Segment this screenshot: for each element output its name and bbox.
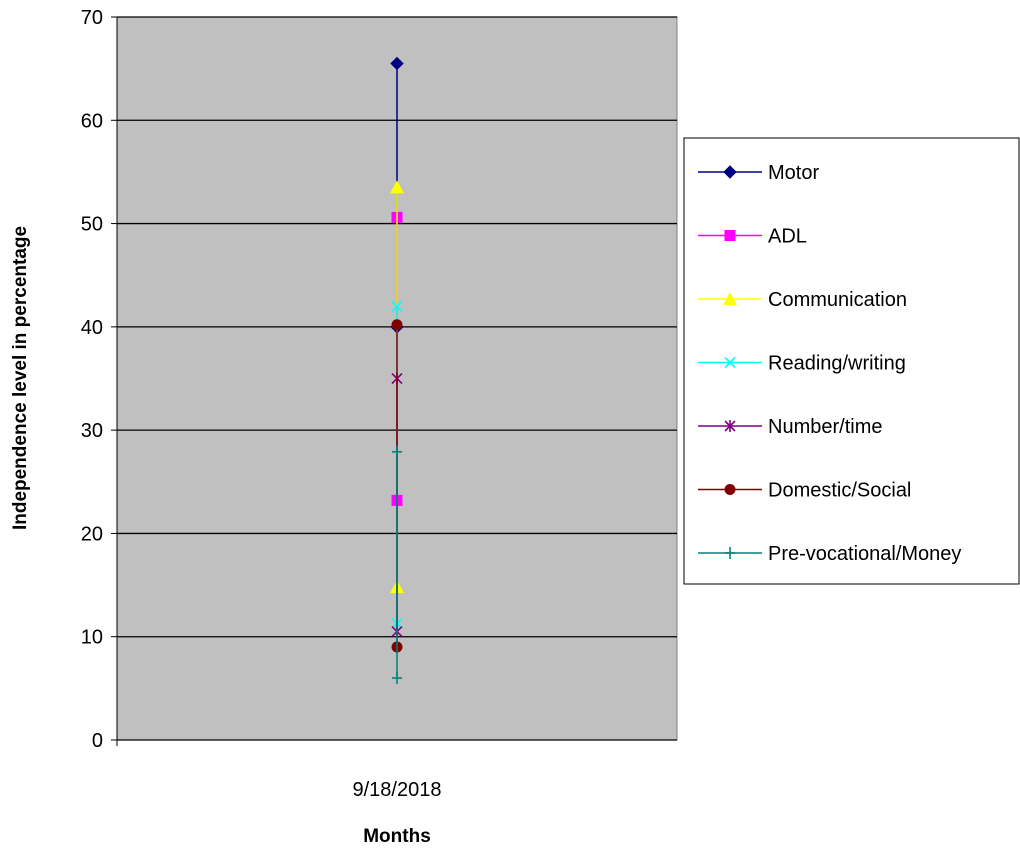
legend-item-pre-vocational-money: Pre-vocational/Money bbox=[698, 543, 961, 565]
legend-item-reading-writing: Reading/writing bbox=[698, 353, 906, 375]
x-tick-label: 9/18/2018 bbox=[353, 779, 442, 801]
data-point bbox=[391, 300, 403, 312]
data-point bbox=[391, 319, 403, 331]
legend-item-motor: Motor bbox=[698, 162, 819, 184]
legend-label: Motor bbox=[768, 162, 819, 184]
legend-item-number-time: Number/time bbox=[698, 416, 882, 438]
data-point bbox=[392, 445, 402, 458]
legend-marker bbox=[724, 356, 736, 369]
legend-box bbox=[683, 137, 1020, 585]
legend: Motor ADL Communication Reading/writing Numb… bbox=[698, 162, 961, 565]
data-point bbox=[390, 180, 404, 194]
legend-marker bbox=[723, 165, 737, 179]
legend-item-adl: ADL bbox=[698, 226, 807, 248]
legend-label: Domestic/Social bbox=[768, 480, 911, 502]
legend-marker bbox=[725, 547, 735, 559]
legend-label: Number/time bbox=[768, 416, 882, 438]
legend-item-domestic-social: Domestic/Social bbox=[698, 480, 911, 502]
y-tick-label: 20 bbox=[81, 523, 103, 545]
legend-label: Reading/writing bbox=[768, 353, 906, 375]
y-tick-label: 70 bbox=[81, 7, 103, 29]
y-tick-label: 0 bbox=[92, 730, 103, 752]
y-tick-label: 60 bbox=[81, 110, 103, 132]
data-point bbox=[392, 672, 402, 685]
axes: 0 10 20 30 40 50 60 70 9/18/2018 bbox=[81, 7, 677, 801]
legend-marker bbox=[724, 230, 736, 241]
legend-item-communication: Communication bbox=[698, 289, 907, 311]
legend-label: Communication bbox=[768, 289, 907, 311]
legend-marker bbox=[724, 420, 736, 432]
y-tick-label: 50 bbox=[81, 214, 103, 236]
legend-marker bbox=[723, 292, 737, 305]
legend-label: ADL bbox=[768, 226, 807, 248]
y-axis-label: Independence level in percentage bbox=[10, 226, 31, 530]
y-tick-label: 30 bbox=[81, 420, 103, 442]
series-pre-vocational-money bbox=[392, 445, 402, 685]
x-axis-label: Months bbox=[363, 826, 431, 847]
data-point bbox=[390, 56, 404, 71]
y-tick-label: 40 bbox=[81, 317, 103, 339]
y-tick-label: 10 bbox=[81, 627, 103, 649]
legend-marker bbox=[724, 484, 736, 495]
legend-label: Pre-vocational/Money bbox=[768, 543, 961, 565]
series-layer bbox=[390, 56, 404, 685]
